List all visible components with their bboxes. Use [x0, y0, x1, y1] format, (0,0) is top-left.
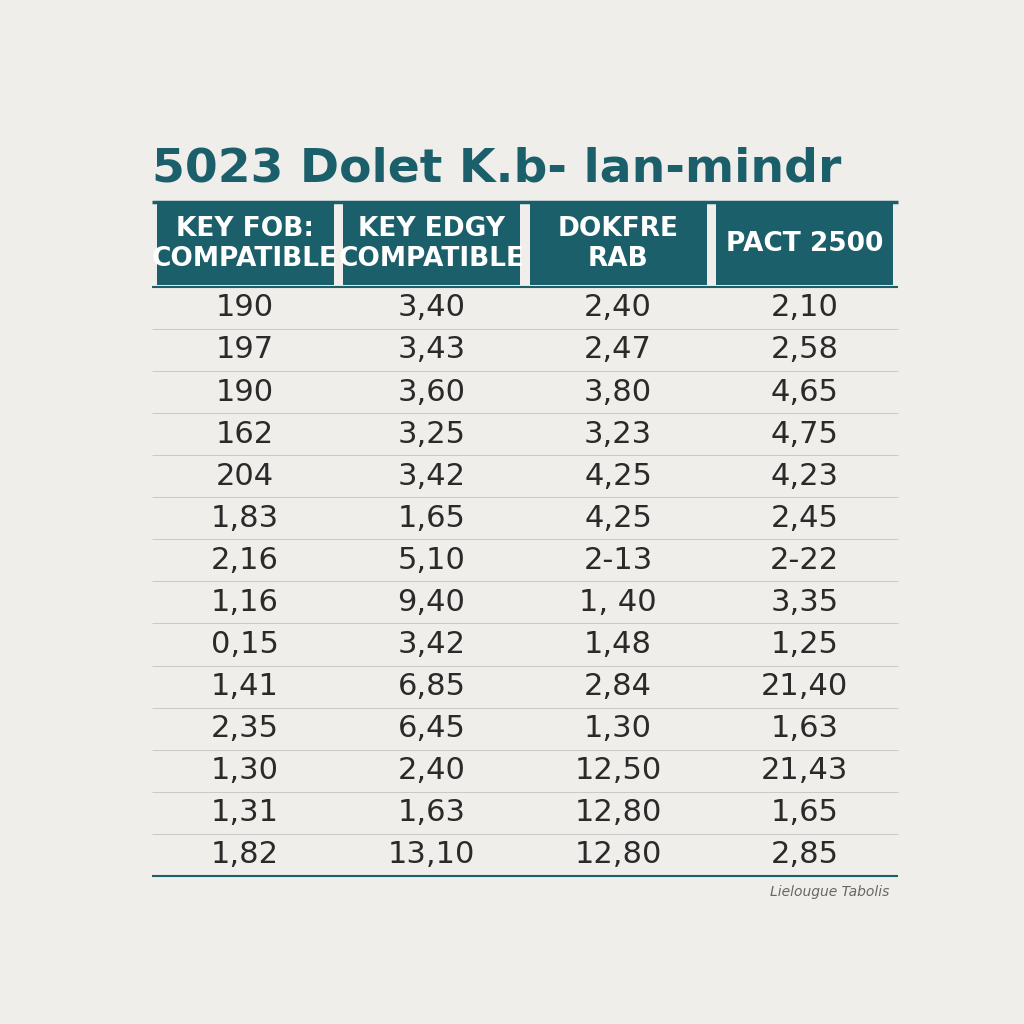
Text: PACT 2500: PACT 2500	[726, 231, 884, 257]
Text: 2,40: 2,40	[397, 756, 466, 785]
Text: 3,80: 3,80	[584, 378, 652, 407]
Text: 13,10: 13,10	[388, 841, 475, 869]
Text: 2-22: 2-22	[770, 546, 839, 574]
Text: 190: 190	[216, 378, 274, 407]
Text: 2,10: 2,10	[771, 294, 839, 323]
Text: 4,25: 4,25	[584, 462, 652, 490]
Text: 4,23: 4,23	[770, 462, 839, 490]
Text: 1,25: 1,25	[771, 630, 839, 659]
Text: KEY FOB:
COMPATIBLE: KEY FOB: COMPATIBLE	[152, 216, 338, 272]
Text: 12,80: 12,80	[574, 799, 662, 827]
Text: 0,15: 0,15	[211, 630, 279, 659]
Text: 2,85: 2,85	[770, 841, 839, 869]
Text: 197: 197	[216, 336, 274, 365]
Text: 4,75: 4,75	[771, 420, 839, 449]
Text: 5023 Dolet K.b- lan-mindr: 5023 Dolet K.b- lan-mindr	[152, 146, 841, 191]
Text: 6,85: 6,85	[397, 672, 466, 701]
Text: 2,40: 2,40	[584, 294, 652, 323]
Text: 12,50: 12,50	[574, 756, 662, 785]
Text: 3,60: 3,60	[397, 378, 466, 407]
Text: 3,40: 3,40	[397, 294, 466, 323]
Text: 1,31: 1,31	[211, 799, 280, 827]
Text: KEY EDGY
COMPATIBLE: KEY EDGY COMPATIBLE	[339, 216, 524, 272]
Text: 3,23: 3,23	[584, 420, 652, 449]
Text: 5,10: 5,10	[397, 546, 466, 574]
Text: 1,30: 1,30	[211, 756, 280, 785]
Text: 21,43: 21,43	[761, 756, 848, 785]
Text: 2-13: 2-13	[584, 546, 652, 574]
Text: 2,45: 2,45	[771, 504, 839, 532]
Text: 1,63: 1,63	[397, 799, 466, 827]
Text: 190: 190	[216, 294, 274, 323]
Text: 3,43: 3,43	[397, 336, 466, 365]
Text: 204: 204	[216, 462, 274, 490]
Text: 2,84: 2,84	[584, 672, 652, 701]
Text: 2,35: 2,35	[211, 714, 280, 743]
Text: 1, 40: 1, 40	[580, 588, 656, 616]
Text: 4,25: 4,25	[584, 504, 652, 532]
Text: 6,45: 6,45	[397, 714, 466, 743]
Text: 1,82: 1,82	[211, 841, 280, 869]
Text: 1,65: 1,65	[397, 504, 466, 532]
Text: 21,40: 21,40	[761, 672, 848, 701]
Text: 1,83: 1,83	[211, 504, 280, 532]
Text: 1,30: 1,30	[584, 714, 652, 743]
Text: 9,40: 9,40	[397, 588, 466, 616]
Text: 1,16: 1,16	[211, 588, 279, 616]
Text: 3,42: 3,42	[397, 630, 466, 659]
Text: 2,58: 2,58	[770, 336, 839, 365]
Text: 1,41: 1,41	[211, 672, 279, 701]
Text: 3,25: 3,25	[397, 420, 466, 449]
Text: 3,35: 3,35	[770, 588, 839, 616]
Text: 1,48: 1,48	[584, 630, 652, 659]
Text: Lielougue Tabolis: Lielougue Tabolis	[770, 886, 890, 899]
Text: 3,42: 3,42	[397, 462, 466, 490]
Text: 1,63: 1,63	[770, 714, 839, 743]
Text: 4,65: 4,65	[771, 378, 839, 407]
Text: 12,80: 12,80	[574, 841, 662, 869]
Text: 2,47: 2,47	[584, 336, 652, 365]
Text: 162: 162	[216, 420, 274, 449]
Text: DOKFRE
RAB: DOKFRE RAB	[557, 216, 679, 272]
Text: 2,16: 2,16	[211, 546, 279, 574]
Text: 1,65: 1,65	[771, 799, 839, 827]
